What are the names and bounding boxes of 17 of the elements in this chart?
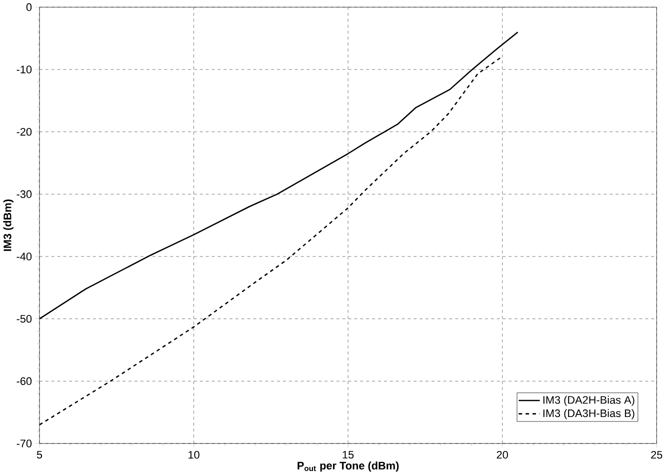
- y-tick-label: -50: [16, 315, 32, 323]
- y-tick-label: -30: [16, 190, 32, 198]
- x-tick-label: 25: [651, 450, 662, 459]
- y-tick-label: -60: [16, 377, 32, 386]
- x-axis-title: P$_{out}$ per Tone (dBm): [298, 462, 399, 472]
- y-tick-label: -20: [16, 128, 32, 136]
- y-tick-label: -10: [16, 66, 32, 74]
- y-axis-title: IM3 (dBm): [3, 200, 14, 251]
- y-tick-label: 0: [26, 3, 32, 12]
- legend-label: IM3 (DA3H-Bias B): [543, 409, 634, 420]
- x-tick-label: 20: [496, 450, 508, 459]
- y-tick-label: -40: [16, 252, 32, 260]
- legend-label: IM3 (DA2H-Bias A): [543, 396, 634, 406]
- x-tick-label: 10: [188, 450, 200, 459]
- x-tick-label: 5: [36, 450, 42, 459]
- x-tick-label: 15: [342, 450, 354, 459]
- y-tick-label: -70: [16, 440, 32, 448]
